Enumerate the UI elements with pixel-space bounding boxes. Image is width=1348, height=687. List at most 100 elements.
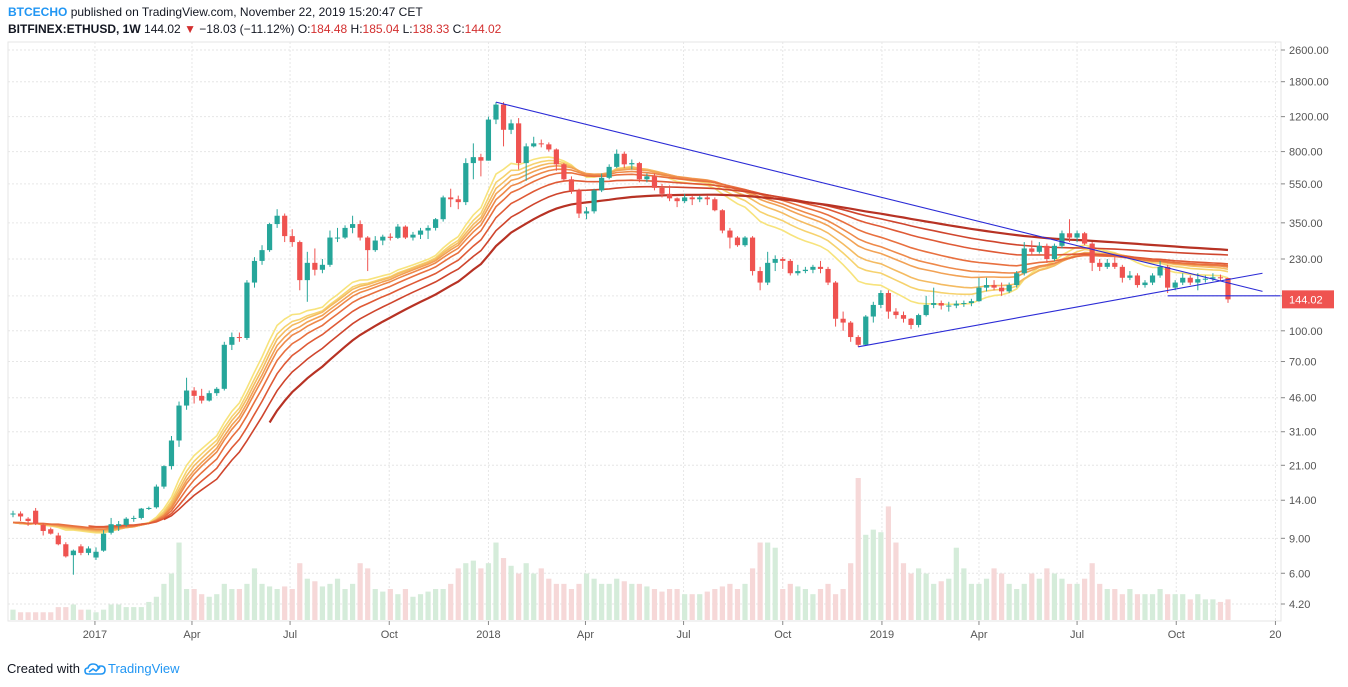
volume-bar	[742, 583, 748, 620]
candle-body	[870, 304, 876, 317]
tradingview-logo[interactable]: TradingView	[84, 661, 180, 676]
volume-bar	[1036, 578, 1042, 620]
volume-bar	[1097, 583, 1103, 620]
volume-bar	[787, 583, 793, 620]
candle-body	[538, 143, 544, 145]
volume-bar	[48, 612, 54, 620]
candle-body	[508, 123, 514, 130]
volume-bar	[817, 589, 824, 620]
candle-body	[70, 550, 76, 556]
candle	[1149, 273, 1156, 286]
candle-body	[629, 163, 635, 165]
symbol-name[interactable]: BITFINEX:ETHUSD, 1W	[8, 22, 141, 36]
candle	[55, 532, 61, 546]
candle-body	[259, 250, 265, 261]
y-tick-label: 1800.00	[1289, 77, 1329, 89]
candle-body	[161, 466, 167, 487]
volume-bar	[999, 573, 1005, 620]
candle-body	[825, 268, 831, 283]
volume-bar	[908, 573, 914, 620]
candle	[1029, 240, 1035, 256]
candle	[463, 158, 469, 206]
candle	[259, 245, 265, 265]
candle	[1217, 274, 1224, 282]
volume-bar	[1006, 583, 1012, 620]
volume-bars	[10, 478, 1231, 620]
candle-body	[108, 524, 114, 533]
x-tick-label: Jul	[1070, 629, 1084, 641]
candle-body	[976, 287, 982, 302]
candle	[787, 259, 793, 276]
volume-bar	[772, 547, 778, 620]
candle	[727, 227, 733, 249]
volume-bar	[1225, 599, 1231, 620]
candle	[1051, 243, 1058, 261]
volume-bar	[878, 532, 884, 620]
candle	[938, 300, 944, 310]
ema-line	[13, 171, 1229, 529]
candle	[33, 507, 39, 526]
candle	[1195, 273, 1201, 291]
candle	[25, 517, 31, 526]
author-link[interactable]: BTCECHO	[8, 5, 68, 19]
candle-body	[734, 237, 741, 246]
candle-body	[1044, 245, 1050, 260]
volume-bar	[289, 589, 295, 620]
candle	[900, 311, 907, 323]
volume-bar	[855, 478, 861, 620]
candle-body	[463, 163, 469, 203]
candle	[1127, 271, 1133, 281]
time-axis: 2017 Apr Jul Oct 2018 Apr Jul Oct 2019 Apr Jul Oct 2…	[83, 621, 1282, 641]
candle-body	[342, 227, 348, 238]
candle	[682, 193, 688, 204]
y-tick-label: 14.00	[1289, 495, 1317, 507]
candle-body	[1036, 245, 1042, 252]
candle	[531, 136, 537, 148]
candle	[968, 298, 975, 307]
volume-bar	[1149, 594, 1156, 620]
candle	[236, 332, 242, 342]
candle	[1097, 259, 1103, 272]
plot-border	[7, 41, 1282, 622]
candle-body	[123, 518, 129, 526]
candle-body	[961, 303, 967, 305]
volume-bar	[1195, 594, 1201, 620]
candle	[1165, 264, 1171, 294]
candle-body	[319, 264, 326, 270]
candle-body	[772, 259, 778, 263]
candle-body	[297, 242, 303, 281]
x-tick-label: Apr	[183, 629, 200, 641]
candle-body	[1059, 233, 1065, 246]
candle-body	[221, 344, 227, 389]
candle	[191, 387, 197, 404]
volume-bar	[1187, 599, 1193, 620]
volume-bar	[266, 586, 273, 620]
volume-bar	[1157, 589, 1163, 620]
volume-bar	[244, 583, 250, 620]
candle	[1112, 257, 1118, 269]
candle	[282, 213, 288, 243]
candle	[168, 436, 175, 470]
volume-bar	[1089, 563, 1095, 620]
candle-body	[795, 271, 801, 274]
candle-body	[787, 260, 793, 274]
candle	[606, 164, 612, 180]
candle	[349, 215, 356, 234]
candle	[334, 227, 341, 243]
candle	[1187, 275, 1193, 286]
candle	[931, 287, 937, 309]
y-tick-label: 350.00	[1289, 218, 1323, 230]
candle-body	[1187, 277, 1193, 283]
candle-body	[440, 197, 446, 220]
low-value: 138.33	[412, 22, 450, 36]
volume-bar	[546, 578, 552, 620]
candle	[312, 248, 318, 276]
volume-bar	[131, 607, 137, 620]
candle	[123, 517, 129, 527]
candle-body	[183, 390, 190, 406]
candle-body	[719, 210, 725, 231]
price-change: −18.03 (−11.12%)	[199, 22, 295, 36]
volume-bar	[146, 601, 152, 620]
candle-body	[334, 237, 341, 239]
